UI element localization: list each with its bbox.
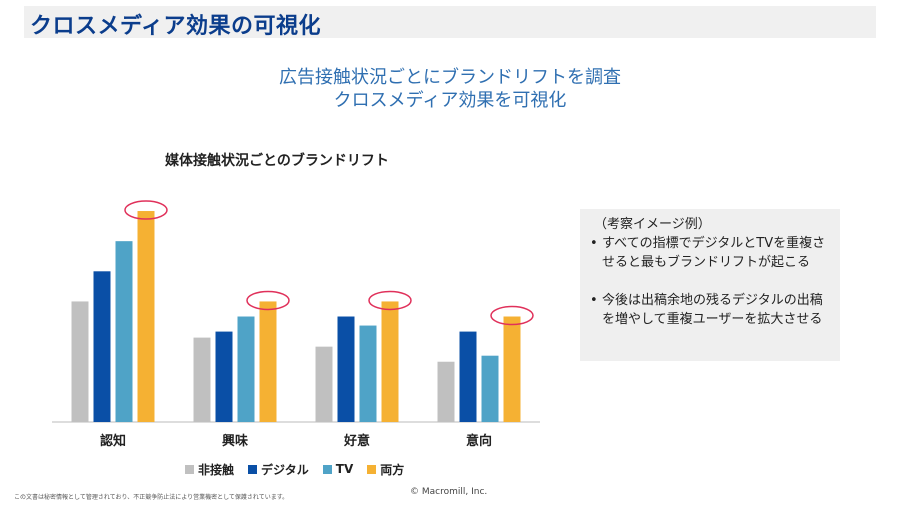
chart-title: 媒体接触状況ごとのブランドリフト bbox=[165, 153, 389, 169]
chart-legend: 非接触 デジタル TV 両方 bbox=[185, 460, 418, 478]
legend-swatch bbox=[248, 464, 258, 474]
legend-label: 両方 bbox=[380, 462, 405, 477]
highlight-circle bbox=[490, 305, 534, 326]
note-heading: （考察イメージ例） bbox=[594, 217, 711, 232]
legend-item: 両方 bbox=[367, 461, 404, 478]
bar-TV-好意 bbox=[359, 325, 377, 422]
legend-swatch bbox=[322, 464, 332, 474]
title-bar bbox=[24, 6, 876, 38]
headline-line-2: クロスメディア効果を可視化 bbox=[333, 90, 567, 111]
highlight-circle bbox=[246, 290, 290, 311]
category-label: 認知 bbox=[100, 433, 126, 449]
bar-非接触-興味 bbox=[193, 337, 211, 422]
bar-両方-意向 bbox=[503, 316, 521, 422]
legend-swatch bbox=[185, 464, 194, 474]
bar-デジタル-好意 bbox=[337, 316, 355, 422]
insight-note-box: （考察イメージ例） すべての指標でデジタルとTVを重複させると最もブランドリフト… bbox=[580, 209, 840, 361]
bar-TV-興味 bbox=[237, 316, 255, 422]
bar-TV-意向 bbox=[481, 355, 499, 422]
bar-TV-認知 bbox=[115, 241, 133, 422]
legend-item: デジタル bbox=[248, 461, 309, 478]
highlight-circle bbox=[368, 290, 412, 311]
legend-item: 非接触 bbox=[185, 461, 234, 478]
page-title: クロスメディア効果の可視化 bbox=[30, 14, 321, 39]
legend-item: TV bbox=[322, 462, 354, 476]
category-label: 意向 bbox=[466, 433, 492, 449]
note-list: すべての指標でデジタルとTVを重複させると最もブランドリフトが起こる 今後は出稿… bbox=[588, 234, 830, 329]
bar-両方-認知 bbox=[137, 211, 155, 422]
bar-両方-好意 bbox=[381, 301, 399, 422]
headline-line-1: 広告接触状況ごとにブランドリフトを調査 bbox=[279, 67, 621, 88]
bar-非接触-意向 bbox=[437, 361, 455, 422]
copyright: © Macromill, Inc. bbox=[410, 487, 488, 497]
note-item: 今後は出稿余地の残るデジタルの出稿を増やして重複ユーザーを拡大させる bbox=[588, 291, 830, 329]
headline: 広告接触状況ごとにブランドリフトを調査 クロスメディア効果を可視化 bbox=[0, 66, 900, 112]
bar-デジタル-認知 bbox=[93, 271, 111, 422]
bar-両方-興味 bbox=[259, 301, 277, 422]
bar-非接触-認知 bbox=[71, 301, 89, 422]
legend-label: TV bbox=[335, 462, 354, 476]
bar-非接触-好意 bbox=[315, 346, 333, 422]
confidential-notice: この文書は秘密情報として管理されており、不正競争防止法により営業機密として保護さ… bbox=[14, 494, 289, 501]
category-label: 興味 bbox=[222, 433, 248, 449]
legend-label: 非接触 bbox=[198, 462, 235, 477]
bar-デジタル-興味 bbox=[215, 331, 233, 422]
legend-label: デジタル bbox=[261, 462, 309, 477]
note-item: すべての指標でデジタルとTVを重複させると最もブランドリフトが起こる bbox=[588, 234, 830, 272]
legend-swatch bbox=[367, 464, 377, 474]
highlight-circle bbox=[124, 200, 168, 220]
category-label: 好意 bbox=[343, 433, 370, 449]
bar-デジタル-意向 bbox=[459, 331, 477, 422]
